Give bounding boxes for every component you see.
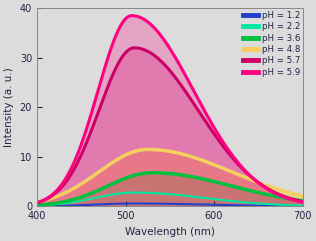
Y-axis label: Intensity (a. u.): Intensity (a. u.): [4, 67, 14, 147]
pH = 2.2: [242, 201, 246, 204]
pH = 5.9: [218, 135, 222, 138]
pH = 2.2: [152, 192, 156, 194]
Line: pH = 4.8: pH = 4.8: [37, 149, 303, 202]
pH = 3.6: [152, 171, 156, 174]
pH = 1.2: [152, 202, 156, 205]
pH = 5.9: [35, 201, 39, 204]
pH = 1.2: [301, 205, 305, 208]
pH = 3.6: [301, 199, 305, 202]
pH = 3.6: [35, 204, 39, 207]
pH = 5.9: [301, 201, 305, 204]
pH = 5.7: [218, 140, 222, 143]
pH = 4.8: [301, 194, 305, 197]
pH = 2.2: [143, 191, 147, 194]
Legend: pH = 1.2, pH = 2.2, pH = 3.6, pH = 4.8, pH = 5.7, pH = 5.9: pH = 1.2, pH = 2.2, pH = 3.6, pH = 4.8, …: [242, 10, 301, 78]
X-axis label: Wavelength (nm): Wavelength (nm): [125, 227, 215, 237]
pH = 5.7: [247, 174, 251, 176]
pH = 5.7: [62, 183, 66, 186]
pH = 1.2: [218, 204, 222, 207]
pH = 1.2: [143, 202, 147, 205]
pH = 2.2: [62, 202, 66, 205]
pH = 4.8: [143, 148, 146, 151]
pH = 2.2: [132, 191, 136, 194]
Line: pH = 3.6: pH = 3.6: [37, 173, 303, 205]
pH = 3.6: [62, 200, 66, 203]
pH = 5.7: [132, 46, 136, 49]
pH = 4.8: [62, 192, 66, 195]
pH = 1.2: [132, 202, 136, 205]
pH = 4.8: [146, 148, 149, 151]
pH = 3.6: [143, 172, 146, 175]
pH = 2.2: [35, 204, 39, 207]
pH = 1.2: [242, 204, 246, 207]
pH = 3.6: [242, 188, 246, 191]
pH = 5.9: [62, 180, 66, 182]
Line: pH = 2.2: pH = 2.2: [37, 193, 303, 206]
pH = 5.9: [143, 18, 147, 21]
pH = 3.6: [247, 189, 251, 192]
pH = 1.2: [35, 205, 39, 208]
pH = 1.2: [62, 204, 66, 207]
pH = 2.2: [218, 198, 222, 201]
Line: pH = 5.9: pH = 5.9: [37, 16, 303, 203]
pH = 5.9: [130, 14, 134, 17]
pH = 5.7: [242, 169, 246, 172]
pH = 2.2: [247, 201, 251, 204]
Line: pH = 5.7: pH = 5.7: [37, 48, 303, 203]
pH = 3.6: [218, 181, 222, 184]
pH = 1.2: [247, 204, 251, 207]
pH = 5.9: [242, 168, 246, 171]
pH = 5.7: [301, 200, 305, 203]
pH = 4.8: [152, 148, 156, 151]
pH = 4.8: [35, 201, 39, 204]
pH = 5.7: [152, 54, 156, 57]
pH = 4.8: [242, 175, 246, 178]
pH = 5.7: [143, 48, 147, 51]
pH = 5.9: [247, 173, 251, 176]
pH = 5.7: [35, 201, 39, 204]
pH = 5.9: [152, 26, 156, 29]
pH = 4.8: [218, 166, 222, 168]
pH = 4.8: [247, 177, 251, 180]
pH = 2.2: [301, 204, 305, 207]
pH = 3.6: [150, 171, 154, 174]
Line: pH = 1.2: pH = 1.2: [37, 203, 303, 206]
